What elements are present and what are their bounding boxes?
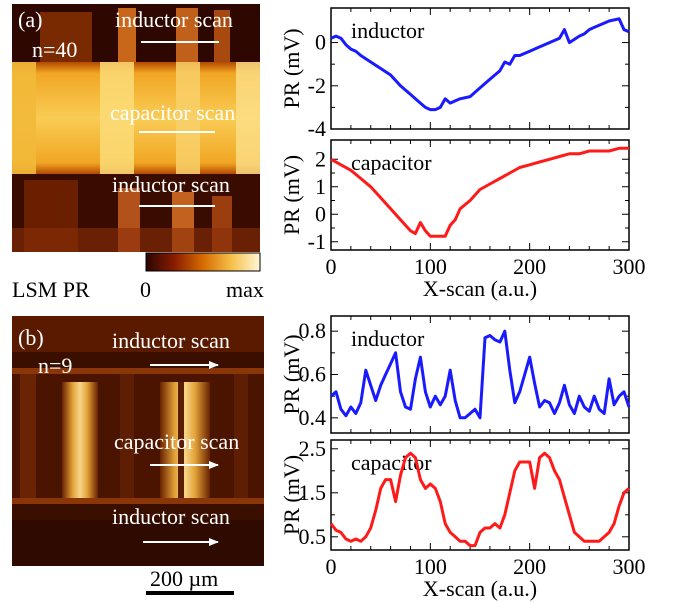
- chart-a-inductor: 0 -2 -4PR (mV) inductor: [279, 7, 630, 141]
- series-annotation: inductor: [351, 326, 425, 351]
- y-tick-label: 1: [315, 174, 326, 199]
- y-axis-label: PR (mV): [279, 455, 304, 535]
- x-tick-label: 200: [513, 554, 546, 579]
- scale-bar-label: 200 µm: [150, 566, 218, 591]
- y-tick-label: -1: [308, 229, 326, 254]
- chart-b-inductor: 0.8 0.6 0.4PR (mV) inductor: [279, 315, 631, 434]
- colorbar: [145, 252, 261, 272]
- panel-a-scan-label-2: capacitor scan: [110, 100, 235, 125]
- x-tick-label: 100: [414, 254, 447, 279]
- plot-frame: [330, 439, 630, 551]
- y-tick-label: 2: [315, 146, 326, 171]
- y-axis-label: PR (mV): [279, 155, 304, 235]
- x-axis-label: X-scan (a.u.): [423, 576, 537, 601]
- series-annotation: inductor: [351, 18, 425, 43]
- series-line: [329, 451, 630, 548]
- y-tick-label: 1.5: [299, 480, 327, 505]
- series-annotation: capacitor: [351, 150, 432, 175]
- x-axis-label: X-scan (a.u.): [423, 276, 537, 301]
- x-tick-label: 0: [326, 254, 337, 279]
- x-tick-label: 300: [613, 554, 646, 579]
- series-line: [330, 329, 631, 420]
- micrograph-b: [12, 316, 264, 566]
- series-annotation: capacitor: [351, 450, 432, 475]
- colorbar-min-label: 0: [140, 277, 151, 302]
- y-tick-label: 0: [315, 30, 326, 55]
- micrograph-a: [12, 4, 260, 252]
- panel-b-label: (b): [18, 325, 44, 350]
- colorbar-max-label: max: [226, 277, 264, 302]
- panel-a-scan-label-3: inductor scan: [112, 172, 230, 197]
- y-tick-label: -2: [308, 73, 326, 98]
- colorbar-label: LSM PR: [12, 277, 90, 302]
- panel-b-scan-label-1: inductor scan: [112, 328, 230, 353]
- y-tick-label: 0: [315, 201, 326, 226]
- x-tick-label: 200: [513, 254, 546, 279]
- x-tick-label: 0: [326, 554, 337, 579]
- y-tick-label: 0.5: [299, 524, 327, 549]
- chart-b-capacitor: 0 100 200 300 X-scan (a.u.) 2.5 1.5 0.5PR (mV) c…: [279, 436, 646, 601]
- plot-frame: [330, 139, 630, 251]
- panel-a-n-label: n=40: [32, 37, 77, 62]
- y-tick-label: 0.6: [299, 362, 327, 387]
- x-tick-label: 100: [414, 554, 447, 579]
- y-tick-label: 0.8: [299, 318, 327, 343]
- panel-a-label: (a): [18, 7, 42, 32]
- plot-frame: [330, 7, 630, 130]
- panel-b-scan-label-3: inductor scan: [112, 504, 230, 529]
- y-tick-label: -4: [308, 116, 326, 141]
- panel-b-scan-label-2: capacitor scan: [114, 429, 239, 454]
- series-line: [330, 17, 630, 112]
- y-axis-label: PR (mV): [279, 334, 304, 414]
- y-tick-label: 0.4: [299, 405, 327, 430]
- series-line: [330, 146, 629, 238]
- y-tick-label: 2.5: [299, 436, 327, 461]
- panel-b-n-label: n=9: [38, 353, 72, 378]
- x-tick-label: 300: [613, 254, 646, 279]
- panel-a-scan-label-1: inductor scan: [115, 7, 233, 32]
- y-axis-label: PR (mV): [279, 28, 304, 108]
